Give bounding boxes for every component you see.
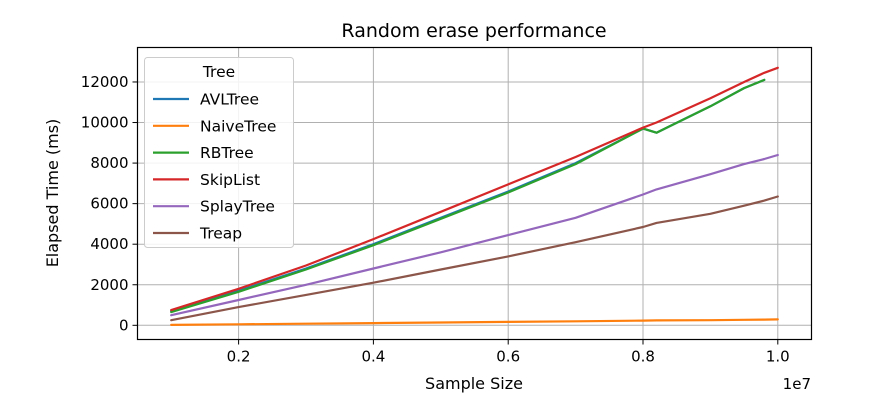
- y-tick-label: 4000: [90, 235, 128, 253]
- series-line-naivetree: [170, 318, 779, 326]
- legend-box: [144, 57, 294, 248]
- legend-label-splaytree: SplayTree: [200, 198, 275, 216]
- chart-title: Random erase performance: [341, 20, 606, 42]
- x-tick-label: 0.8: [631, 348, 655, 366]
- y-tick-label: 12000: [81, 73, 129, 91]
- series-line-treap: [170, 195, 779, 322]
- legend-label-treap: Treap: [199, 225, 242, 243]
- series-line-skiplist: [170, 66, 779, 312]
- y-tick-label: 6000: [90, 195, 128, 213]
- x-tick-label: 0.2: [227, 348, 251, 366]
- legend-items: AVLTree NaiveTree RBTree SkipList SplayTree T…: [153, 91, 276, 243]
- x-tick-label: 1.0: [766, 348, 790, 366]
- series-line-rbtree: [170, 78, 766, 314]
- x-axis-offset-label: 1e7: [783, 375, 811, 393]
- y-axis-label: Elapsed Time (ms): [43, 119, 62, 268]
- series-line-splaytree: [170, 153, 779, 317]
- y-tick-label: 0: [119, 316, 129, 334]
- y-ticks: 0 2000 4000 6000 8000 10000 12000: [81, 73, 138, 334]
- legend-label-skiplist: SkipList: [200, 171, 260, 189]
- legend: Tree AVLTree NaiveTree RBTree SkipList Splay…: [144, 57, 294, 248]
- legend-label-avltree: AVLTree: [200, 91, 259, 109]
- x-axis-label: Sample Size: [425, 374, 523, 393]
- series-lines: [170, 66, 779, 326]
- legend-title: Tree: [202, 63, 235, 81]
- x-tick-label: 0.6: [496, 348, 520, 366]
- y-tick-label: 10000: [81, 114, 129, 132]
- x-tick-label: 0.4: [361, 348, 385, 366]
- plot-frame: [136, 46, 813, 341]
- x-ticks: 0.2 0.4 0.6 0.8 1.0: [227, 339, 790, 366]
- y-tick-label: 8000: [90, 154, 128, 172]
- legend-label-naivetree: NaiveTree: [200, 117, 276, 135]
- legend-label-rbtree: RBTree: [200, 144, 254, 162]
- y-tick-label: 2000: [90, 276, 128, 294]
